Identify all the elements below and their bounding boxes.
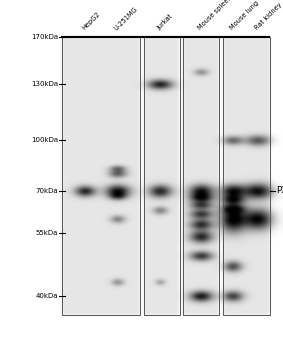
Text: 55kDa: 55kDa <box>36 230 58 236</box>
Text: 100kDa: 100kDa <box>31 137 58 143</box>
Text: HepG2: HepG2 <box>81 11 101 32</box>
Bar <box>62 37 140 315</box>
Text: Mouse lung: Mouse lung <box>228 0 260 32</box>
Text: 170kDa: 170kDa <box>31 34 58 40</box>
Text: Rat kidney: Rat kidney <box>253 2 283 32</box>
Text: 130kDa: 130kDa <box>31 81 58 87</box>
Bar <box>223 37 270 315</box>
Bar <box>144 37 180 315</box>
Text: U-251MG: U-251MG <box>113 6 139 32</box>
Text: 40kDa: 40kDa <box>35 293 58 299</box>
Text: PXK: PXK <box>276 186 283 195</box>
Text: Jurkat: Jurkat <box>156 14 173 32</box>
Text: 70kDa: 70kDa <box>35 188 58 194</box>
Text: Mouse spleen: Mouse spleen <box>197 0 233 32</box>
Bar <box>183 37 219 315</box>
